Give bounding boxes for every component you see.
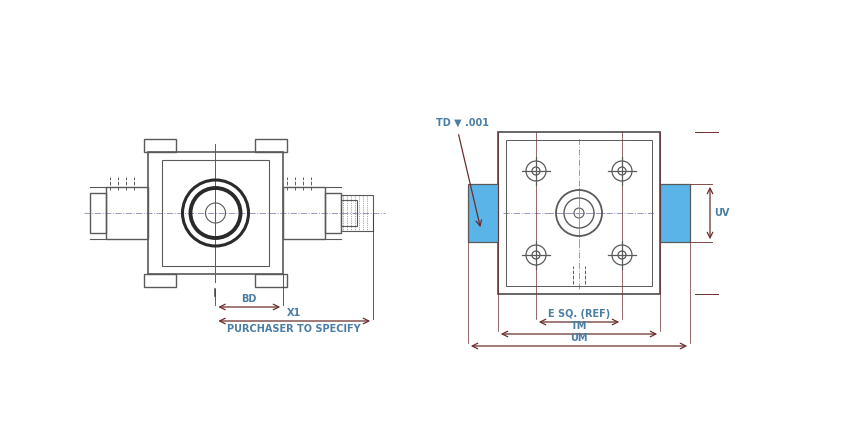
Bar [498,132,660,294]
Bar [148,152,283,274]
Bar [144,139,176,152]
Text: UV: UV [714,208,729,218]
Text: TD ▼ .001: TD ▼ .001 [436,118,489,128]
Text: X1: X1 [287,308,301,318]
Bar [341,200,357,226]
Bar [144,274,176,287]
Text: TM: TM [571,321,587,331]
Bar [255,139,287,152]
Bar [90,193,106,233]
Text: BD: BD [241,294,257,304]
Text: UM: UM [570,333,588,343]
Bar [506,140,652,286]
Bar [283,187,325,239]
Text: PURCHASER TO SPECIFY: PURCHASER TO SPECIFY [227,324,361,334]
Bar [106,187,148,239]
Bar [325,193,341,233]
Bar [162,160,269,266]
Bar [660,184,690,242]
Text: E SQ. (REF): E SQ. (REF) [547,309,610,319]
Bar [468,184,498,242]
Bar [341,195,373,231]
Bar [255,274,287,287]
